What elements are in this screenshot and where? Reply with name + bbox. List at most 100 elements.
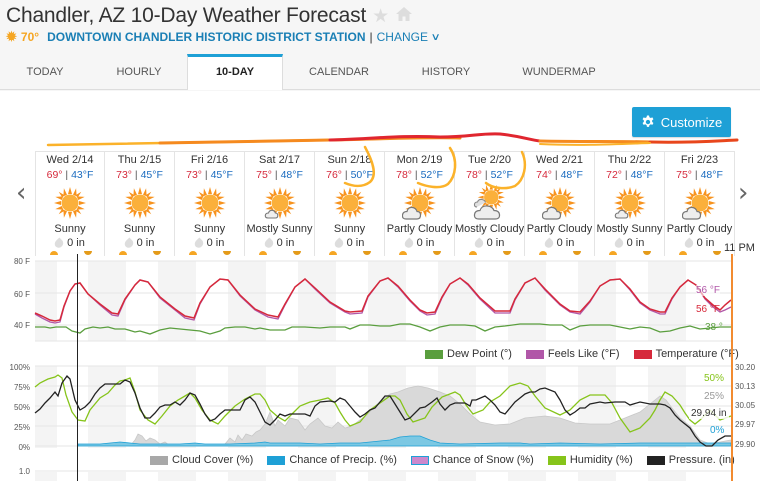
low-temp: 52°F bbox=[420, 169, 443, 181]
y-label: 1.0 bbox=[18, 467, 30, 476]
tab-hourly[interactable]: HOURLY bbox=[116, 66, 162, 78]
precip-amount: 0 in bbox=[67, 237, 85, 249]
day-card[interactable]: Thu 2/15 73° | 45°F Sunny 0 in bbox=[105, 152, 175, 256]
day-date: Fri 2/23 bbox=[680, 154, 719, 166]
sunrise-icon bbox=[469, 251, 477, 255]
precip-amount: 0 in bbox=[626, 237, 645, 249]
home-icon[interactable] bbox=[395, 6, 413, 26]
legend-dew-point[interactable]: Dew Point (°) bbox=[425, 348, 512, 360]
day-precip: 0 in bbox=[245, 236, 314, 250]
day-card[interactable]: Thu 2/22 72° | 48°F Mostly Sunny 0 in bbox=[595, 152, 665, 256]
high-temp: 73° bbox=[186, 169, 203, 181]
day-temps: 75° | 48°F bbox=[676, 169, 723, 181]
legend-humidity[interactable]: Humidity (%) bbox=[547, 454, 633, 466]
day-card[interactable]: Fri 2/23 75° | 48°F Partly Cloudy 0 in bbox=[665, 152, 735, 256]
legend-chance-precip[interactable]: Chance of Precip. (%) bbox=[267, 454, 397, 466]
sunrise-icon bbox=[399, 251, 407, 255]
mostly-cloudy-icon bbox=[473, 185, 505, 220]
day-card[interactable]: Sun 2/18 76° | 50°F Sunny 0 in bbox=[315, 152, 385, 256]
day-date: Sun 2/18 bbox=[327, 154, 372, 166]
precip-chance-value: 0% bbox=[710, 425, 725, 436]
day-precip: 0 in bbox=[455, 236, 524, 250]
day-card[interactable]: Wed 2/21 74° | 48°F Partly Cloudy 0 in bbox=[525, 152, 595, 256]
day-date: Wed 2/14 bbox=[46, 154, 94, 166]
chevron-down-icon[interactable]: ∨ bbox=[430, 31, 441, 43]
tab-10-day[interactable]: 10-DAY bbox=[187, 54, 283, 90]
low-temp: 45°F bbox=[140, 169, 163, 181]
high-temp: 72° bbox=[606, 169, 623, 181]
sunrise-icon bbox=[329, 251, 337, 255]
day-condition: Partly Cloudy bbox=[666, 223, 733, 235]
legend-temperature[interactable]: Temperature (°F) bbox=[633, 348, 739, 360]
sunrise-sunset bbox=[175, 250, 245, 256]
sunrise-sunset bbox=[595, 250, 665, 256]
sunset-icon bbox=[363, 251, 371, 255]
legend-cloud-cover[interactable]: Cloud Cover (%) bbox=[150, 454, 253, 466]
day-temps: 76° | 50°F bbox=[326, 169, 373, 181]
day-card[interactable]: Mon 2/19 78° | 52°F Partly Cloudy 0 in bbox=[385, 152, 455, 256]
mostly-sunny-icon bbox=[263, 187, 296, 219]
temperature-value: 56 °F bbox=[696, 304, 721, 315]
tab-wundermap[interactable]: WUNDERMAP bbox=[522, 66, 596, 78]
day-precip: 0 in bbox=[595, 236, 664, 250]
legend-feels-like[interactable]: Feels Like (°F) bbox=[525, 348, 620, 360]
current-time-line bbox=[77, 254, 78, 481]
prev-arrow-icon[interactable]: ‹ bbox=[16, 178, 27, 208]
sunny-icon bbox=[193, 187, 226, 219]
pressure-axis-label: 29.97 bbox=[735, 420, 756, 429]
legend-chance-snow[interactable]: Chance of Snow (%) bbox=[410, 454, 534, 466]
y-label: 75% bbox=[13, 383, 30, 392]
change-station-link[interactable]: CHANGE bbox=[376, 30, 428, 44]
raindrop-icon bbox=[332, 236, 345, 250]
partly-cloudy-icon bbox=[541, 187, 576, 220]
sunny-icon bbox=[54, 187, 86, 219]
station-link[interactable]: DOWNTOWN CHANDLER HISTORIC DISTRICT STAT… bbox=[47, 30, 366, 44]
high-temp: 78° bbox=[396, 169, 413, 181]
raindrop-icon bbox=[402, 236, 415, 250]
low-temp: 43°F bbox=[71, 169, 94, 181]
feels-like-value: 56 °F bbox=[696, 285, 721, 296]
day-condition: Sunny bbox=[333, 223, 366, 235]
sunrise-sunset bbox=[525, 250, 595, 256]
sunrise-sunset bbox=[105, 250, 175, 256]
day-condition: Partly Cloudy bbox=[386, 223, 453, 235]
day-condition: Partly Cloudy bbox=[526, 223, 593, 235]
day-card[interactable]: Tue 2/20 78° | 52°F Mostly Cloudy 0 in bbox=[455, 152, 525, 256]
precipitation-chart[interactable] bbox=[0, 470, 760, 481]
day-precip: 0 in bbox=[525, 236, 594, 250]
legend-pressure[interactable]: Pressure. (in) bbox=[646, 454, 735, 466]
day-forecast-row: Wed 2/14 69° | 43°F Sunny 0 in Thu 2/15 … bbox=[35, 151, 735, 256]
humidity-pressure-chart[interactable] bbox=[0, 363, 760, 453]
sun-icon: ✹ bbox=[6, 29, 17, 44]
temperature-chart[interactable] bbox=[0, 255, 760, 345]
day-temps: 73° | 45°F bbox=[116, 169, 163, 181]
customize-button[interactable]: Customize bbox=[632, 107, 731, 137]
day-date: Thu 2/22 bbox=[607, 154, 652, 166]
day-condition: Mostly Sunny bbox=[596, 223, 663, 235]
current-temp: 70° bbox=[20, 30, 40, 44]
day-precip: 0 in bbox=[105, 236, 174, 250]
precip-amount: 0 in bbox=[696, 237, 715, 249]
day-card[interactable]: Fri 2/16 73° | 45°F Sunny 0 in bbox=[175, 152, 245, 256]
sunset-icon bbox=[643, 251, 651, 255]
cloud-cover-value: 25% bbox=[704, 391, 725, 402]
tab-today[interactable]: TODAY bbox=[26, 66, 64, 78]
star-icon[interactable]: ★ bbox=[372, 5, 390, 27]
y-label: 60 F bbox=[13, 290, 30, 299]
customize-label: Customize bbox=[660, 114, 723, 130]
partly-cloudy-icon bbox=[401, 187, 436, 220]
tab-history[interactable]: HISTORY bbox=[421, 66, 471, 78]
next-arrow-icon[interactable]: › bbox=[738, 178, 749, 208]
day-card[interactable]: Wed 2/14 69° | 43°F Sunny 0 in bbox=[35, 152, 105, 256]
precip-amount: 0 in bbox=[416, 237, 435, 249]
raindrop-icon bbox=[122, 236, 135, 250]
raindrop-icon bbox=[472, 236, 485, 250]
sunrise-icon bbox=[609, 251, 617, 255]
sunrise-sunset bbox=[455, 250, 525, 256]
day-card[interactable]: Sat 2/17 75° | 48°F Mostly Sunny 0 in bbox=[245, 152, 315, 256]
precip-amount: 0 in bbox=[276, 237, 295, 249]
low-temp: 48°F bbox=[630, 169, 653, 181]
tab-calendar[interactable]: CALENDAR bbox=[309, 66, 369, 78]
day-condition: Sunny bbox=[193, 223, 226, 235]
